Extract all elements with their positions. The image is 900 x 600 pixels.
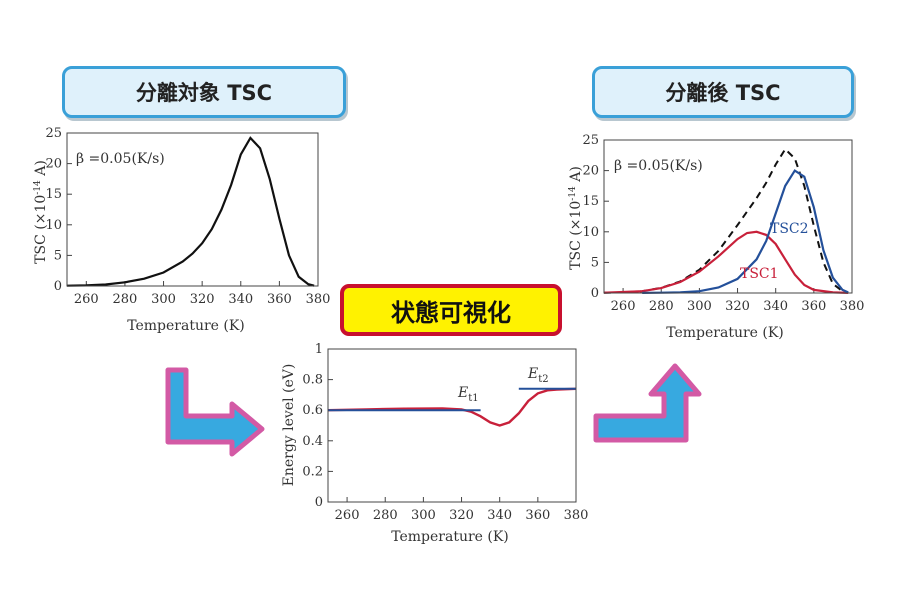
y-tick-label: 10 <box>45 218 62 233</box>
x-axis-label: Temperature (K) <box>127 318 245 334</box>
y-tick-label: 0.2 <box>302 464 323 479</box>
tsc-before-chart: 260 280 300 320 340 360 380 0 5 10 15 20 25 β =0.05(… <box>33 126 330 334</box>
y-tick-label: 15 <box>582 194 599 209</box>
x-tick-label: 260 <box>74 292 99 307</box>
y-tick-label: 25 <box>582 133 599 148</box>
tsc-total-dashed-curve <box>603 147 849 294</box>
x-tick-label: 320 <box>449 508 474 523</box>
x-tick-label: 320 <box>190 292 215 307</box>
x-tick-label: 360 <box>267 292 292 307</box>
x-tick-label: 260 <box>335 508 360 523</box>
y-tick-label: 1 <box>315 342 323 357</box>
arrow-left-icon <box>165 367 265 457</box>
y-axis-label: Energy level (eV) <box>281 364 297 487</box>
et2-label: Et2 <box>527 366 549 385</box>
x-tick-label: 380 <box>306 292 331 307</box>
y-tick-label: 20 <box>45 157 62 172</box>
y-tick-label: 25 <box>45 126 62 141</box>
visualization-badge: 状態可視化 <box>340 284 562 336</box>
y-tick-label: 0 <box>591 286 599 301</box>
x-tick-label: 280 <box>373 508 398 523</box>
y-tick-label: 0 <box>315 495 323 510</box>
y-tick-label: 5 <box>591 255 599 270</box>
y-tick-label: 20 <box>582 164 599 179</box>
y-axis-label: TSC (×10-14 A) <box>33 160 49 264</box>
energy-curve <box>327 387 577 427</box>
y-tick-label: 0.4 <box>302 434 323 449</box>
x-tick-label: 300 <box>687 299 712 314</box>
y-tick-label: 15 <box>45 187 62 202</box>
x-tick-label: 380 <box>564 508 589 523</box>
tsc2-curve <box>642 169 849 294</box>
x-tick-label: 320 <box>725 299 750 314</box>
tsc1-curve <box>603 230 849 294</box>
y-tick-label: 0.8 <box>302 373 323 388</box>
y-axis-label: TSC (×10-14 A) <box>568 166 584 270</box>
x-tick-label: 340 <box>763 299 788 314</box>
title-right: 分離後 TSC <box>592 66 854 118</box>
y-tick-label: 0 <box>54 279 62 294</box>
x-tick-label: 340 <box>487 508 512 523</box>
x-tick-label: 280 <box>113 292 138 307</box>
x-tick-label: 360 <box>525 508 550 523</box>
x-axis-label: Temperature (K) <box>666 325 784 341</box>
x-axis-label: Temperature (K) <box>391 529 509 545</box>
tsc-after-chart: 260 280 300 320 340 360 380 0 5 10 15 20 25 β =0.05(… <box>568 133 864 341</box>
y-tick-label: 0.6 <box>302 403 323 418</box>
et1-label: Et1 <box>457 385 479 404</box>
y-tick-label: 10 <box>582 225 599 240</box>
x-tick-label: 280 <box>649 299 674 314</box>
arrow-right-icon <box>593 363 702 443</box>
x-tick-label: 300 <box>411 508 436 523</box>
x-tick-label: 300 <box>151 292 176 307</box>
x-tick-label: 260 <box>611 299 636 314</box>
x-tick-label: 380 <box>840 299 865 314</box>
tsc2-label: TSC2 <box>770 221 809 237</box>
beta-annotation: β =0.05(K/s) <box>76 151 165 167</box>
title-left: 分離対象 TSC <box>62 66 346 118</box>
tsc1-label: TSC1 <box>740 266 779 282</box>
x-tick-label: 360 <box>801 299 826 314</box>
beta-annotation: β =0.05(K/s) <box>614 158 703 174</box>
tsc-curve <box>66 136 315 287</box>
x-tick-label: 340 <box>228 292 253 307</box>
y-tick-label: 5 <box>54 248 62 263</box>
